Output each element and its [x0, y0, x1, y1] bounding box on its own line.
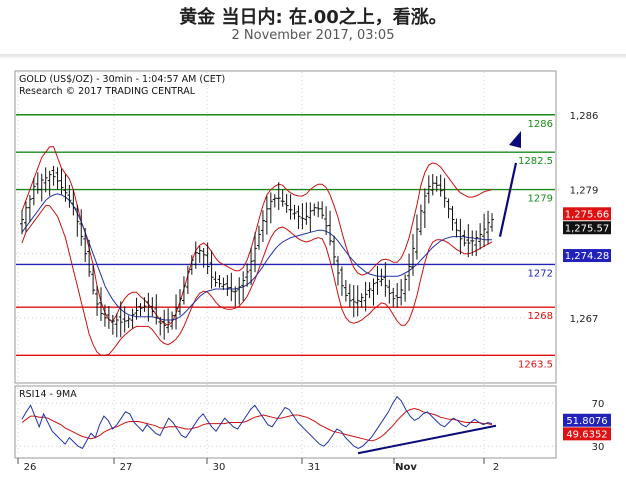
price-tag-label: 1,275.66: [565, 209, 610, 220]
rsi-moving-average: [21, 407, 493, 442]
rsi-tag: [563, 427, 611, 441]
level-label: 1272: [528, 268, 553, 279]
x-tick-label: 26: [24, 462, 37, 473]
level-label: 1279: [528, 194, 553, 205]
y-tick-label: 1,279: [570, 186, 599, 197]
y-tick-label: 1,267: [570, 314, 599, 325]
price-panel-frame: [14, 70, 557, 384]
copyright-label: Research © 2017 TRADING CENTRAL: [19, 86, 196, 97]
moving-average: [21, 193, 492, 321]
price-tag: [563, 221, 611, 235]
x-tick-label: 2: [493, 462, 499, 473]
rsi-trendline: [357, 424, 497, 455]
price-tag-label: 1,275.57: [565, 223, 610, 234]
rsi-line: [21, 395, 493, 450]
publish-date: 2 November 2017, 03:05: [231, 28, 395, 43]
level-label: 1282.5: [518, 156, 553, 167]
upper-bollinger-band: [21, 146, 493, 326]
rsi-label: RSI14 - 9MA: [19, 389, 77, 400]
price-tag-label: 1,274.28: [565, 251, 610, 262]
y-tick-label: 1,286: [570, 111, 599, 122]
level-label: 1286: [528, 119, 553, 130]
instrument-label: GOLD (US$/OZ) - 30min - 1:04:57 AM (CET): [19, 74, 225, 85]
rsi-tick-label: 70: [592, 399, 605, 410]
price-tag: [563, 207, 611, 221]
x-tick-label: 27: [120, 462, 133, 473]
forecast-arrow-head: [509, 131, 521, 148]
x-tick-label: Nov: [395, 462, 417, 473]
level-label: 1263.5: [518, 359, 553, 370]
price-tag: [563, 249, 611, 263]
forecast-arrow-shaft: [498, 162, 518, 237]
x-tick-label: 30: [213, 462, 226, 473]
rsi-tag-label: 49.6352: [566, 429, 607, 440]
level-label: 1268: [528, 311, 553, 322]
rsi-tag-label: 51.8076: [566, 416, 607, 427]
header-divider: [0, 54, 626, 58]
x-tick-label: 31: [308, 462, 321, 473]
rsi-tick-label: 30: [592, 442, 605, 453]
page-title: 黄金 当日内: 在.00之上，看涨。: [179, 7, 447, 28]
rsi-tag: [563, 413, 611, 427]
